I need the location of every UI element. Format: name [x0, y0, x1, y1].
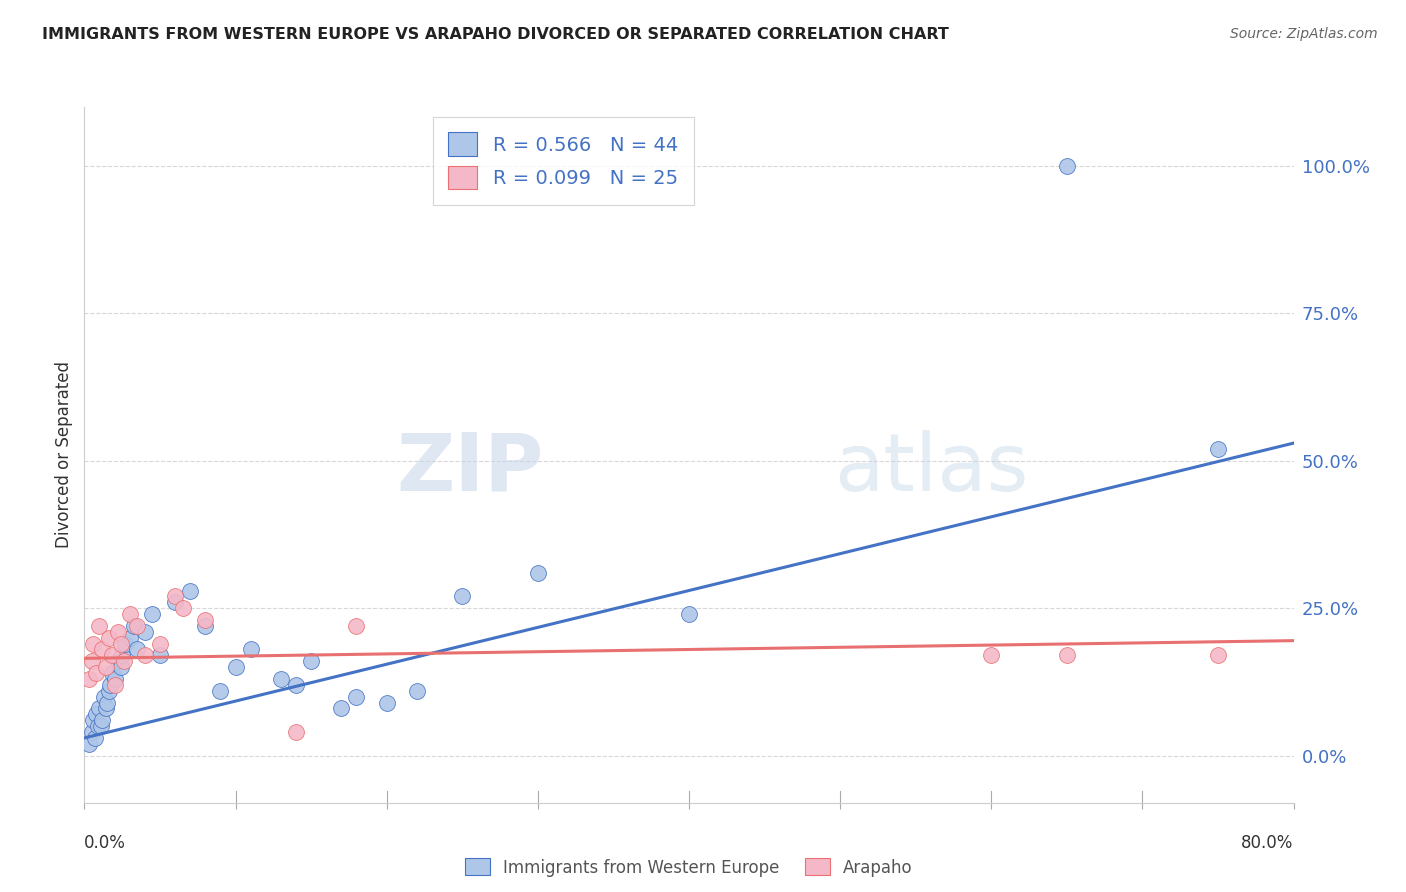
Point	[165, 590, 187, 604]
Point	[165, 595, 187, 609]
Legend: Immigrants from Western Europe, Arapaho: Immigrants from Western Europe, Arapaho	[457, 850, 921, 885]
Point	[84, 731, 107, 745]
Point	[527, 566, 550, 580]
Point	[97, 683, 120, 698]
Point	[1056, 159, 1078, 173]
Point	[1206, 648, 1229, 663]
Point	[285, 678, 308, 692]
Point	[87, 719, 110, 733]
Point	[77, 672, 100, 686]
Point	[100, 648, 122, 663]
Text: Source: ZipAtlas.com: Source: ZipAtlas.com	[1230, 27, 1378, 41]
Point	[1056, 648, 1078, 663]
Point	[330, 701, 353, 715]
Point	[270, 672, 292, 686]
Point	[122, 619, 145, 633]
Point	[114, 637, 136, 651]
Point	[112, 654, 135, 668]
Point	[118, 631, 141, 645]
Point	[107, 654, 129, 668]
Point	[209, 683, 232, 698]
Y-axis label: Divorced or Separated: Divorced or Separated	[55, 361, 73, 549]
Point	[110, 660, 132, 674]
Point	[127, 619, 149, 633]
Point	[82, 637, 104, 651]
Point	[77, 737, 100, 751]
Point	[149, 637, 172, 651]
Point	[375, 696, 398, 710]
Point	[299, 654, 322, 668]
Text: 0.0%: 0.0%	[84, 834, 127, 852]
Point	[86, 707, 108, 722]
Point	[110, 637, 132, 651]
Point	[451, 590, 474, 604]
Point	[239, 642, 262, 657]
Point	[94, 701, 117, 715]
Point	[80, 725, 103, 739]
Point	[1206, 442, 1229, 456]
Point	[172, 601, 194, 615]
Point	[98, 678, 121, 692]
Point	[94, 660, 117, 674]
Text: IMMIGRANTS FROM WESTERN EUROPE VS ARAPAHO DIVORCED OR SEPARATED CORRELATION CHAR: IMMIGRANTS FROM WESTERN EUROPE VS ARAPAH…	[42, 27, 949, 42]
Point	[406, 683, 429, 698]
Point	[100, 666, 122, 681]
Point	[82, 713, 104, 727]
Point	[104, 678, 127, 692]
Point	[93, 690, 115, 704]
Point	[86, 666, 108, 681]
Point	[96, 696, 118, 710]
Point	[118, 607, 141, 621]
Point	[194, 613, 217, 627]
Point	[80, 654, 103, 668]
Point	[91, 713, 114, 727]
Point	[89, 619, 111, 633]
Point	[97, 631, 120, 645]
Point	[346, 619, 368, 633]
Point	[104, 672, 127, 686]
Point	[141, 607, 163, 621]
Point	[225, 660, 247, 674]
Point	[179, 583, 201, 598]
Point	[107, 624, 129, 639]
Text: 80.0%: 80.0%	[1241, 834, 1294, 852]
Point	[134, 624, 156, 639]
Point	[111, 648, 134, 663]
Point	[149, 648, 172, 663]
Point	[134, 648, 156, 663]
Point	[980, 648, 1002, 663]
Point	[91, 642, 114, 657]
Point	[194, 619, 217, 633]
Point	[678, 607, 700, 621]
Point	[89, 701, 111, 715]
Point	[285, 725, 308, 739]
Text: atlas: atlas	[834, 430, 1028, 508]
Point	[90, 719, 112, 733]
Point	[346, 690, 368, 704]
Point	[127, 642, 149, 657]
Text: ZIP: ZIP	[396, 430, 544, 508]
